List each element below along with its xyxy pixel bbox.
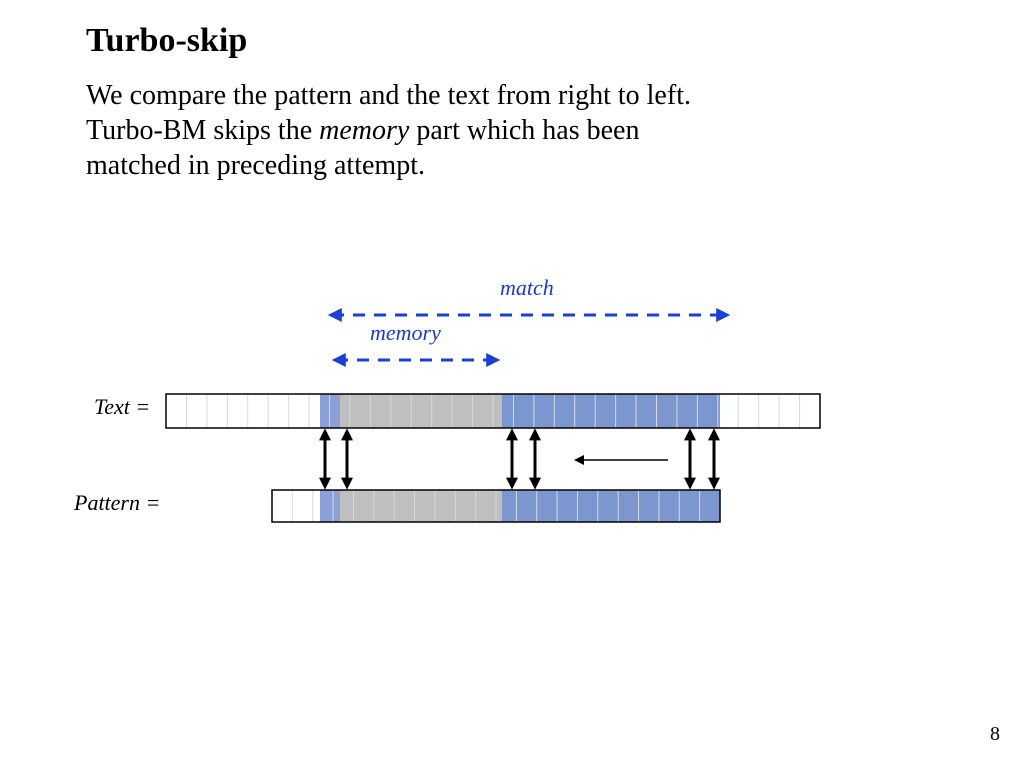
text-label: Text = <box>94 394 150 420</box>
pattern-label: Pattern = <box>74 490 160 516</box>
diagram <box>0 0 1024 768</box>
page-number: 8 <box>990 723 1000 746</box>
memory-label: memory <box>370 320 441 346</box>
match-label: match <box>500 275 554 301</box>
